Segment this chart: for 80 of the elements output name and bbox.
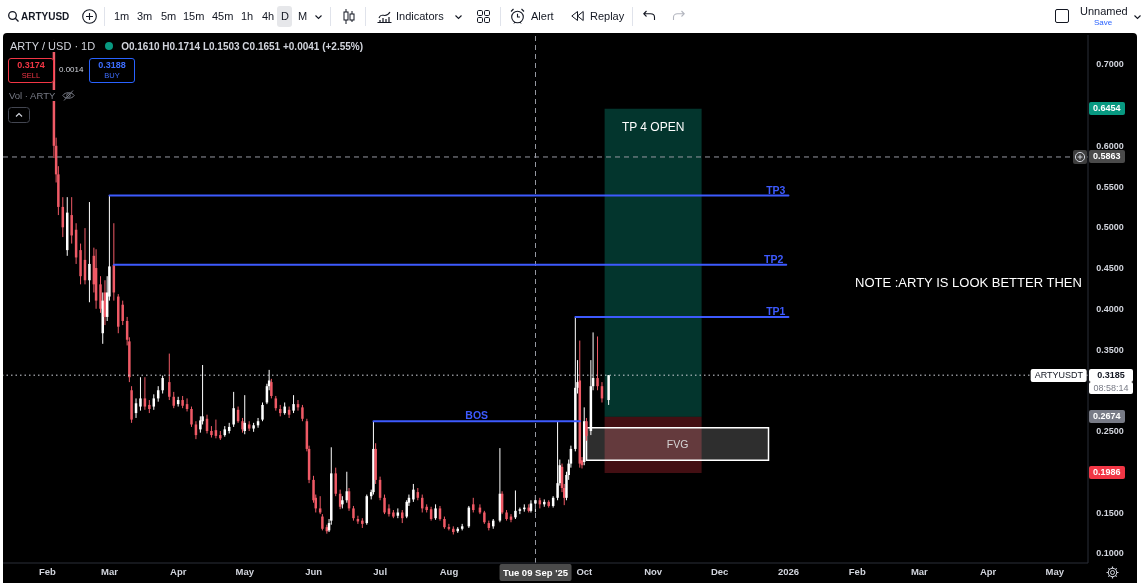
annotation: 0.2674 <box>1089 410 1125 424</box>
text: 4h <box>262 10 275 23</box>
ref-line-label: Tue 09 Sep '25 <box>499 564 572 581</box>
annotation: 0.3188 <box>97 60 127 71</box>
candlestick <box>143 376 147 411</box>
annotation: 0.6454 <box>1089 102 1125 116</box>
text: 1h <box>241 10 254 23</box>
text: 1m <box>114 10 130 23</box>
y-tick-label: 0.1000 <box>1096 548 1124 559</box>
x-tick-label: Apr <box>979 566 997 577</box>
x-tick-label: May <box>1045 566 1065 577</box>
candlestick <box>596 335 599 391</box>
text: 3m <box>137 10 153 23</box>
series-label: BOS <box>465 408 489 421</box>
x-tick-label: Apr <box>170 566 187 577</box>
annotation: Vol · ARTY <box>8 90 57 101</box>
candlestick <box>139 376 142 412</box>
text: ARTY / USD · 1D <box>8 40 98 52</box>
series-label: FVG <box>666 437 689 450</box>
annotation: ARTYUSDT <box>1030 368 1087 382</box>
candlestick <box>514 489 517 520</box>
text: 5m <box>161 10 177 23</box>
annotation: NOTE :ARTY IS LOOK BETTER THEN <box>855 275 1082 290</box>
series-label: TP1 <box>766 304 786 317</box>
candlestick <box>334 467 337 497</box>
bar <box>604 108 702 417</box>
candlestick <box>168 353 171 401</box>
text: M <box>298 10 308 23</box>
text: ARTYUSD <box>21 10 70 23</box>
candlestick <box>70 196 73 245</box>
x-tick-label: Aug <box>439 566 459 577</box>
series-label: TP3 <box>766 183 786 196</box>
candlestick <box>232 391 235 428</box>
ref-line-label: 0.5863 <box>1089 150 1125 164</box>
y-tick-label: 0.2500 <box>1096 426 1124 437</box>
y-tick-label: 0.4000 <box>1096 303 1124 314</box>
x-tick-label: Mar <box>101 566 119 577</box>
candlestick <box>518 507 522 515</box>
text: 45m <box>212 10 234 23</box>
candlestick <box>383 494 386 515</box>
ref-line-label: 0.3185 <box>1089 368 1133 382</box>
x-tick-label: Nov <box>644 566 663 577</box>
y-tick-label: 0.5500 <box>1096 181 1124 192</box>
x-tick-label: 2026 <box>777 566 800 577</box>
text: Save <box>1094 18 1113 27</box>
candlestick <box>447 523 451 531</box>
x-tick-label: Mar <box>910 566 929 577</box>
candlestick <box>556 420 559 501</box>
x-tick-label: Jul <box>373 566 388 577</box>
annotation: 0.1986 <box>1089 466 1125 480</box>
y-tick-label: 0.6000 <box>1096 140 1124 151</box>
y-tick-label: 0.5000 <box>1096 222 1124 233</box>
text: Alert <box>531 10 554 23</box>
x-tick-label: May <box>235 566 255 577</box>
text: Indicators <box>396 10 444 23</box>
annotation: 0.3174 <box>16 60 46 71</box>
x-tick-label: Dec <box>710 566 729 577</box>
x-tick-label: Jun <box>305 566 323 577</box>
x-tick-label: Feb <box>38 566 57 577</box>
series-label: TP2 <box>763 252 784 265</box>
y-tick-label: 0.7000 <box>1096 59 1124 70</box>
y-tick-label: 0.4500 <box>1096 263 1124 274</box>
annotation: 0.0014 <box>59 65 84 75</box>
x-tick-label: Oct <box>576 566 594 577</box>
text: 08:58:14 <box>1089 381 1133 394</box>
text: O0.1610 H0.1714 L0.1503 C0.1651 +0.0041 (+2.55%) <box>121 40 364 52</box>
candlestick <box>261 401 264 422</box>
candlestick <box>585 417 588 442</box>
candlestick <box>121 300 124 326</box>
y-tick-label: 0.1500 <box>1096 507 1124 518</box>
y-tick-label: 0.3500 <box>1096 344 1124 355</box>
x-tick-label: Feb <box>848 566 866 577</box>
text: D <box>281 10 289 23</box>
candlestick <box>190 406 193 428</box>
text: Replay <box>590 10 625 23</box>
text: 15m <box>183 10 205 23</box>
series-label: TP 4 OPEN <box>621 119 685 134</box>
candlestick <box>88 201 91 303</box>
candlestick <box>270 378 273 399</box>
text: Unnamed <box>1080 5 1128 18</box>
